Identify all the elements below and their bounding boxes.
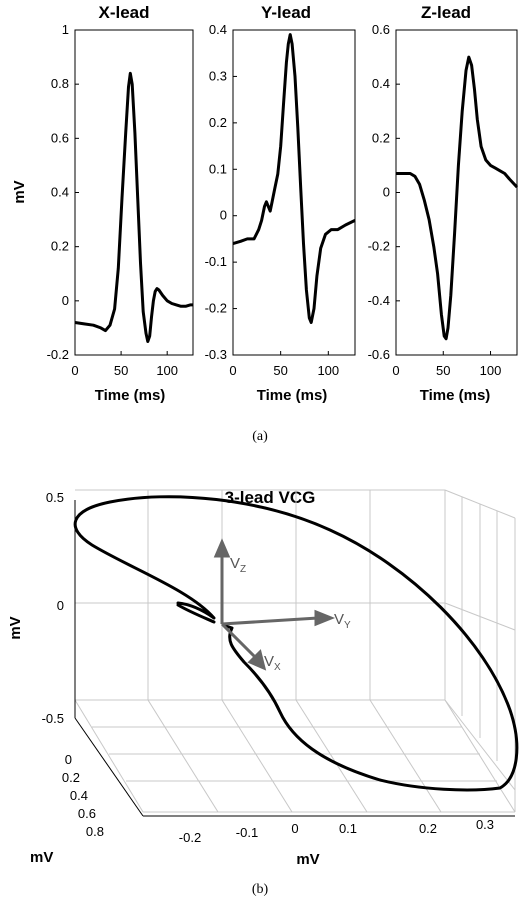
z-lead-title: Z-lead xyxy=(421,3,471,22)
vcg-y-tick: 0 xyxy=(291,821,298,836)
y-lead-xlabel: Time (ms) xyxy=(257,387,328,404)
vcg-title: 3-lead VCG xyxy=(225,488,316,507)
x-lead-xtick-label: 50 xyxy=(114,363,128,378)
y-lead-ytick-label: 0.1 xyxy=(209,161,227,176)
vcg-z-tick: 0 xyxy=(57,598,64,613)
caption-a: (a) xyxy=(252,429,268,444)
vcg-y-tick: 0.3 xyxy=(476,817,494,832)
y-lead-ytick-label: 0.4 xyxy=(209,22,227,37)
y-lead-signal-line xyxy=(232,33,356,324)
x-lead-signal-line xyxy=(74,71,193,343)
vy-vector-shaft xyxy=(221,616,319,626)
y-lead-xtick-label: 100 xyxy=(317,363,339,378)
y-lead-ytick-label: -0.2 xyxy=(205,301,227,316)
z-lead-ytick-label: 0.2 xyxy=(372,130,390,145)
vx-label: VX xyxy=(264,653,281,673)
x-lead-title: X-lead xyxy=(98,3,149,22)
vcg-grid xyxy=(74,489,516,813)
vcg-xlabel: mV xyxy=(30,849,53,866)
vcg-x-tick: 0.4 xyxy=(70,788,88,803)
z-lead-ytick-label: 0 xyxy=(383,185,390,200)
vcg-x-tick: 0 xyxy=(65,752,72,767)
x-lead-chart: X-lead -0.200.20.40.60.810 50 100 Time (ms… xyxy=(11,3,194,404)
y-lead-chart: Y-lead -0.3 -0.2 -0.1 0 0.1 0.2 0.3 0.4 0 50 100 T… xyxy=(205,3,356,404)
vx-vector-shaft xyxy=(220,622,258,660)
vz-label: VZ xyxy=(230,555,246,575)
z-lead-ticks: -0.6 -0.4 -0.2 0 0.2 0.4 0.6 0 50 100 xyxy=(368,22,502,378)
z-lead-chart: Z-lead -0.6 -0.4 -0.2 0 0.2 0.4 0.6 0 50 100 Time… xyxy=(368,3,519,404)
vcg-zlabel: mV xyxy=(7,616,24,639)
z-lead-xtick-label: 100 xyxy=(480,363,502,378)
x-lead-ytick-label: -0.2 xyxy=(47,347,69,362)
vcg-x-tick: 0.8 xyxy=(86,824,104,839)
z-lead-signal-line xyxy=(396,55,519,341)
z-lead-xtick-label: 50 xyxy=(436,363,450,378)
x-lead-ticks: -0.200.20.40.60.810 50 100 xyxy=(47,22,178,378)
y-lead-ytick-label: 0.2 xyxy=(209,115,227,130)
vcg-x-tick: 0.6 xyxy=(78,806,96,821)
x-lead-ytick-label: 1 xyxy=(62,22,69,37)
x-lead-xtick-label: 100 xyxy=(156,363,178,378)
x-lead-ytick-label: 0.4 xyxy=(51,185,69,200)
vcg-z-tick: 0.5 xyxy=(46,490,64,505)
z-lead-ytick-label: -0.6 xyxy=(368,347,390,362)
y-lead-xtick-label: 50 xyxy=(273,363,287,378)
x-lead-ytick-label: 0 xyxy=(62,293,69,308)
vx-arrowhead xyxy=(247,649,267,671)
z-lead-ytick-label: 0.6 xyxy=(372,22,390,37)
x-lead-xlabel: Time (ms) xyxy=(95,387,166,404)
vcg-loop-line xyxy=(73,495,519,792)
z-lead-xtick-label: 0 xyxy=(392,363,399,378)
vcg-axis-lines xyxy=(74,500,515,817)
y-lead-ytick-label: -0.1 xyxy=(205,254,227,269)
vy-arrowhead xyxy=(314,609,336,627)
y-lead-axes-box xyxy=(232,29,356,356)
vcg-y-tick: -0.2 xyxy=(179,830,201,845)
vcg-chart: 3-lead VCG xyxy=(7,488,519,868)
z-lead-ytick-label: -0.2 xyxy=(368,239,390,254)
x-lead-ytick-label: 0.8 xyxy=(51,76,69,91)
x-lead-axes-box xyxy=(74,29,194,356)
x-lead-xtick-label: 0 xyxy=(71,363,78,378)
x-lead-ytick-label: 0.6 xyxy=(51,130,69,145)
y-lead-ytick-label: 0 xyxy=(220,208,227,223)
vcg-ylabel: mV xyxy=(296,851,319,868)
z-lead-ytick-label: 0.4 xyxy=(372,76,390,91)
vcg-y-tick: 0.2 xyxy=(419,821,437,836)
vcg-y-tick: -0.1 xyxy=(236,825,258,840)
vcg-x-tick: 0.2 xyxy=(62,770,80,785)
vy-label: VY xyxy=(334,611,351,631)
vcg-z-tick: -0.5 xyxy=(42,711,64,726)
vz-arrowhead xyxy=(213,538,231,558)
y-lead-xtick-label: 0 xyxy=(229,363,236,378)
y-lead-ticks: -0.3 -0.2 -0.1 0 0.1 0.2 0.3 0.4 0 50 100 xyxy=(205,22,340,378)
vcg-y-tick: 0.1 xyxy=(339,821,357,836)
x-lead-ytick-label: 0.2 xyxy=(51,239,69,254)
y-lead-title: Y-lead xyxy=(261,3,311,22)
z-lead-xlabel: Time (ms) xyxy=(420,387,491,404)
y-lead-ytick-label: 0.3 xyxy=(209,68,227,83)
z-lead-ytick-label: -0.4 xyxy=(368,293,390,308)
vcg-vectors xyxy=(213,538,336,671)
x-lead-ylabel: mV xyxy=(11,180,28,203)
caption-b: (b) xyxy=(252,882,269,897)
y-lead-ytick-label: -0.3 xyxy=(205,347,227,362)
